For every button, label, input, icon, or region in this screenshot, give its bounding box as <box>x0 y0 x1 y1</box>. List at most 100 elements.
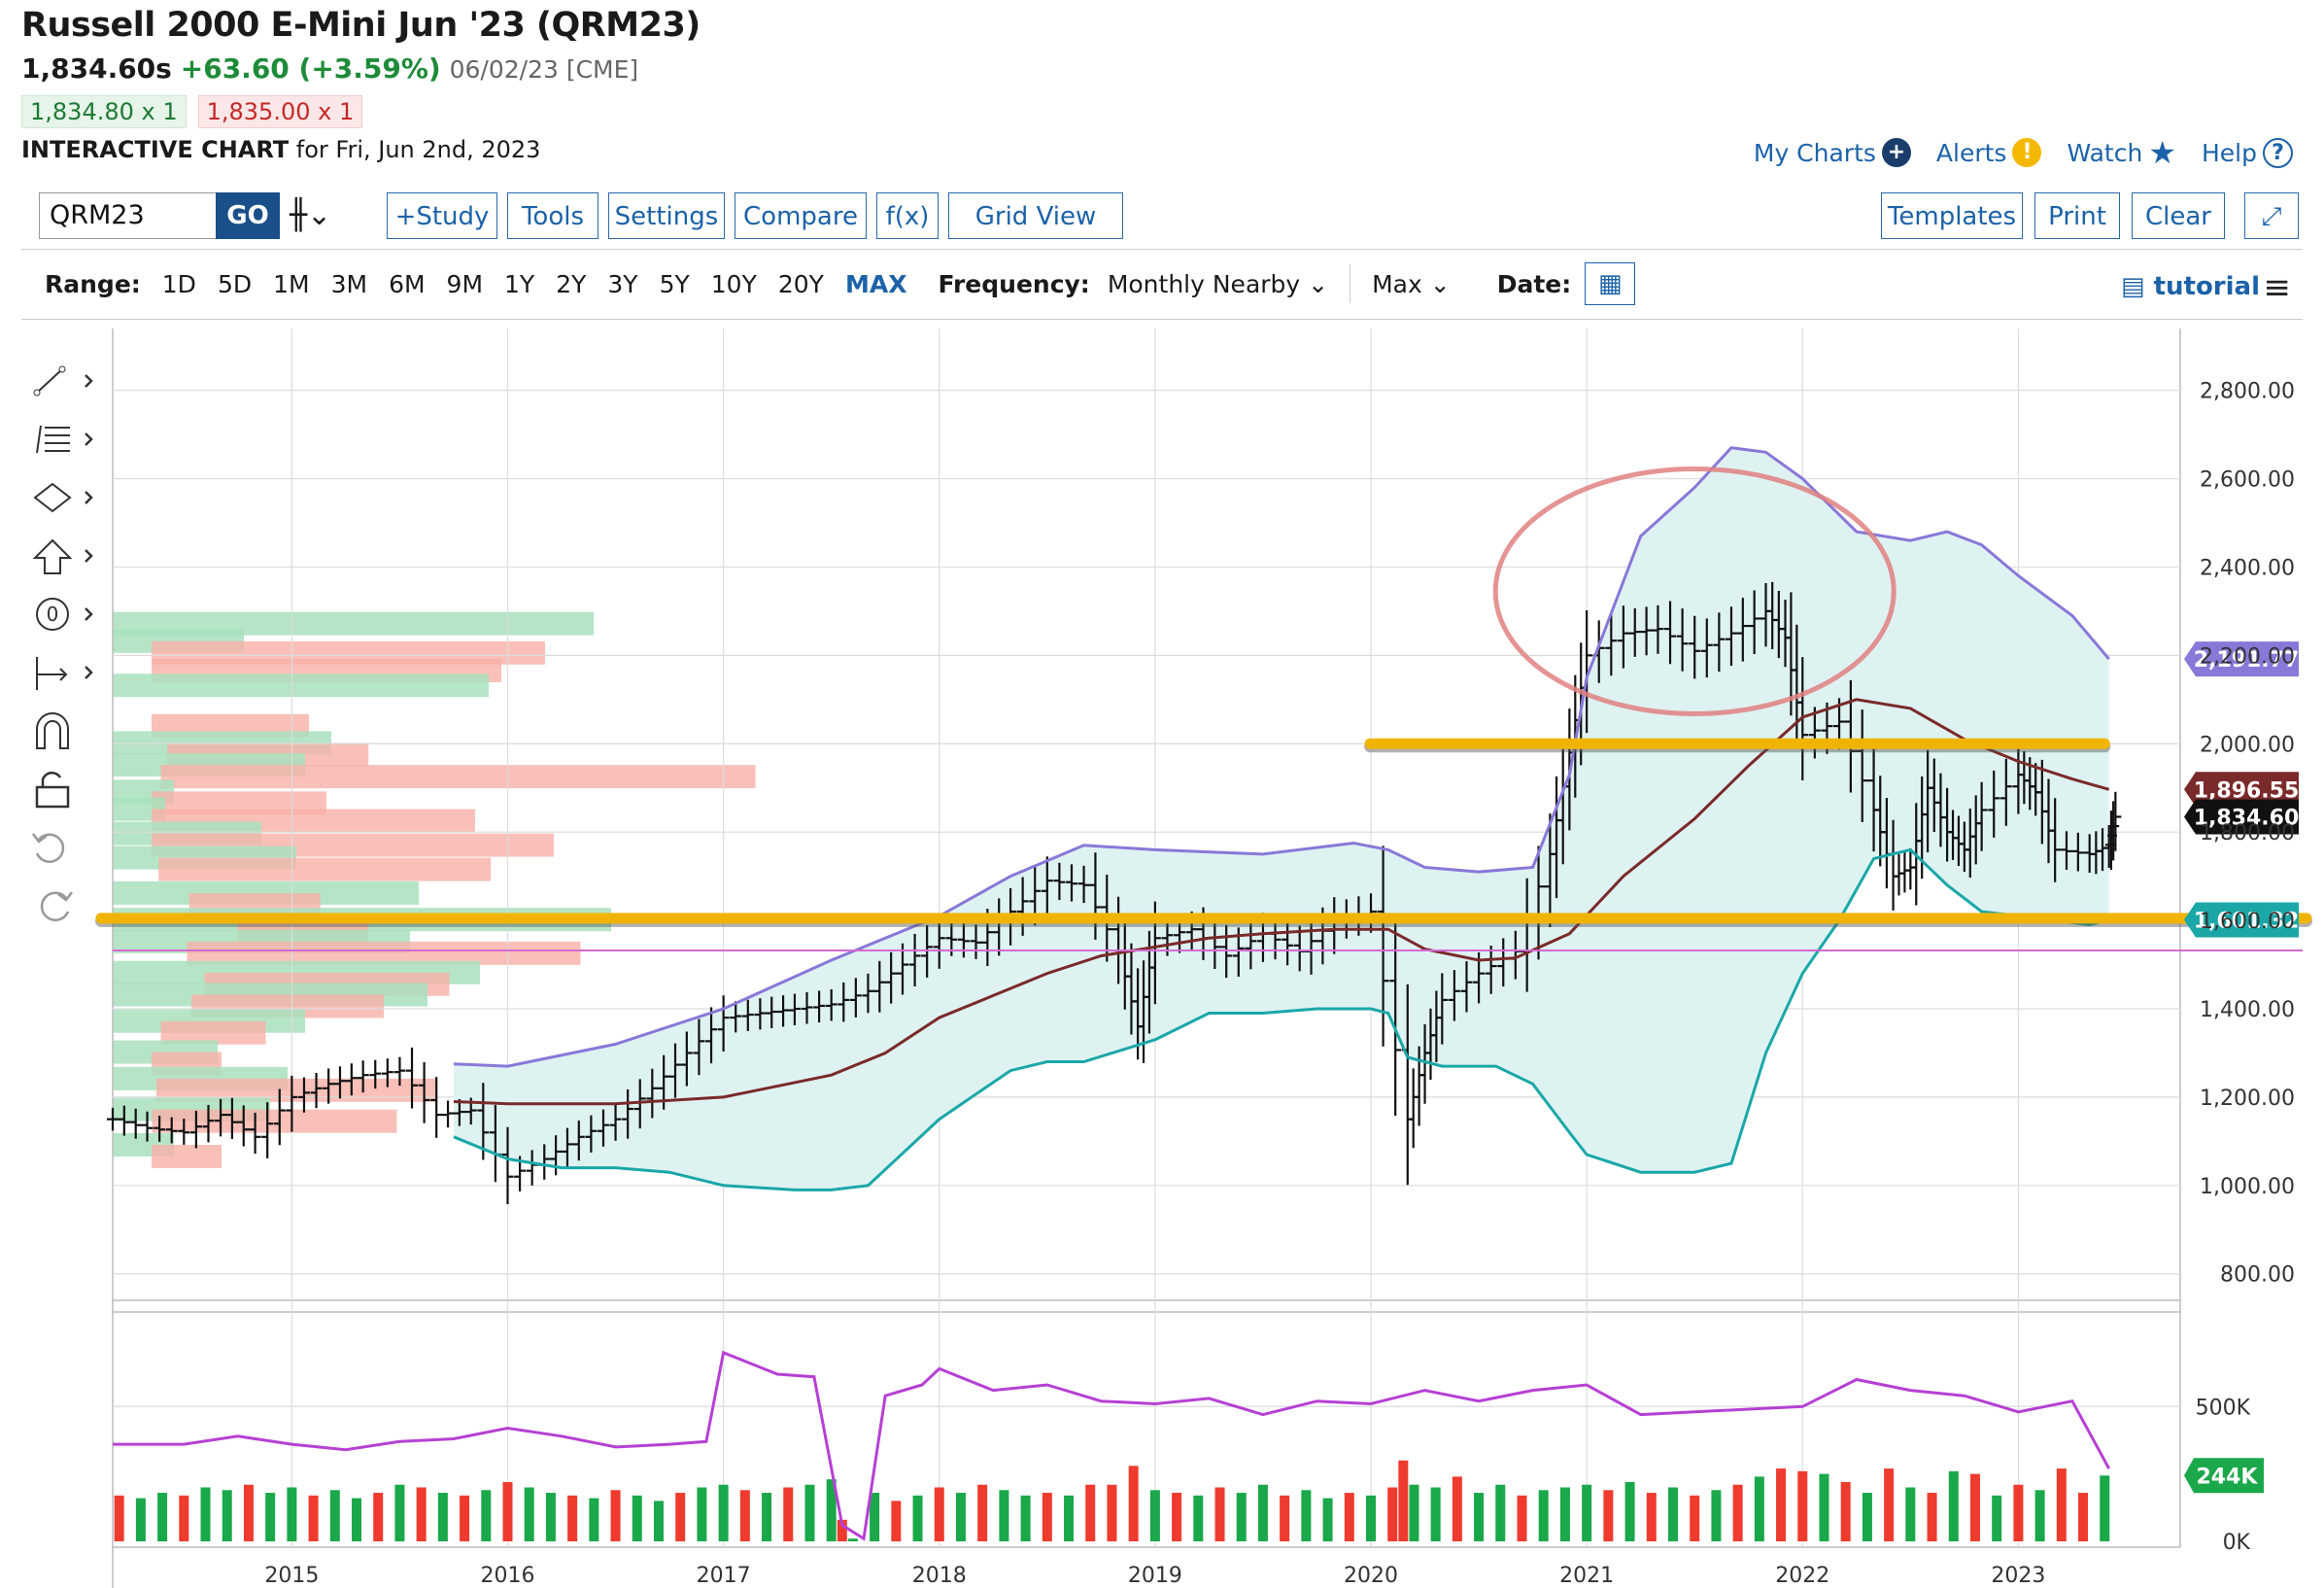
volume-bar <box>329 1490 340 1541</box>
volume-bar <box>1732 1484 1743 1541</box>
my-charts-link[interactable]: My Charts + <box>1754 134 1911 171</box>
menu-icon[interactable]: ≡ <box>2263 268 2292 307</box>
price-label-tag <box>2184 902 2299 938</box>
volume-bar <box>352 1498 362 1541</box>
volume-bar <box>2013 1484 2024 1541</box>
price-tick-label: 1,800.00 <box>2200 821 2295 846</box>
price-tick-label: 2,600.00 <box>2200 468 2295 493</box>
volume-label-tag <box>2184 1458 2264 1494</box>
volume-bar <box>1214 1487 1225 1541</box>
help-label: Help <box>2202 138 2257 167</box>
range-6m[interactable]: 6M <box>389 269 426 298</box>
line-tool-icon[interactable] <box>27 362 105 408</box>
volume-bar <box>697 1487 707 1541</box>
price-tick-label: 1,200.00 <box>2200 1087 2295 1111</box>
price-label-text: 1,601.32 <box>2194 909 2300 933</box>
volume-bar <box>912 1495 923 1541</box>
volume-bar <box>1667 1487 1678 1541</box>
templates-button[interactable]: Templates <box>1881 192 2023 239</box>
volume-bar <box>1128 1466 1139 1541</box>
range-1d[interactable]: 1D <box>161 269 196 298</box>
bar-type-icon[interactable]: ╫⌄ <box>290 198 332 232</box>
quote-line: 1,834.60s +63.60 (+3.59%) 06/02/23 [CME] <box>21 52 638 85</box>
study-button[interactable]: +Study <box>387 192 497 239</box>
range-1m[interactable]: 1M <box>273 269 310 298</box>
volume-bar <box>1149 1490 1160 1541</box>
lock-icon[interactable] <box>27 770 105 816</box>
print-button[interactable]: Print <box>2034 192 2120 239</box>
volume-bar <box>2056 1468 2067 1541</box>
go-button[interactable]: GO <box>216 192 280 239</box>
range-bar: Range: 1D 5D 1M 3M 6M 9M 1Y 2Y 3Y 5Y 10Y… <box>21 262 1636 305</box>
price-bars <box>107 581 2122 1204</box>
range-3y[interactable]: 3Y <box>607 269 638 298</box>
volume-bar <box>589 1498 599 1541</box>
expand-icon[interactable]: ⤢ <box>2244 192 2299 239</box>
film-icon: ▤ <box>2120 272 2145 301</box>
volume-bar <box>1582 1484 1592 1541</box>
compare-button[interactable]: Compare <box>735 192 867 239</box>
max-select[interactable]: Max ⌄ <box>1372 270 1451 298</box>
volume-bar <box>1840 1481 1851 1541</box>
volume-profile-up-bar <box>113 673 489 698</box>
range-1y[interactable]: 1Y <box>504 269 535 298</box>
upper-band-line <box>453 446 2110 1068</box>
volume-bar <box>1236 1493 1247 1541</box>
range-divider-bottom <box>21 319 2303 320</box>
range-20y[interactable]: 20Y <box>777 269 824 298</box>
volume-tick-label: 500K <box>2196 1396 2251 1420</box>
price-tick-label: 1,600.00 <box>2200 910 2295 934</box>
help-link[interactable]: Help? <box>2202 134 2293 171</box>
range-10y[interactable]: 10Y <box>710 269 757 298</box>
grid-view-button[interactable]: Grid View <box>948 192 1123 239</box>
undo-icon[interactable] <box>27 828 105 875</box>
ask-badge: 1,835.00 x 1 <box>197 95 363 128</box>
settings-button[interactable]: Settings <box>608 192 725 239</box>
date-label: Date: <box>1496 269 1572 298</box>
volume-bar <box>2034 1490 2045 1541</box>
tutorial-link[interactable]: ▤ tutorial <box>2121 272 2260 301</box>
shape-tool-icon[interactable] <box>27 478 105 525</box>
volume-bar <box>135 1498 146 1541</box>
frequency-select[interactable]: Monthly Nearby ⌄ <box>1108 270 1328 298</box>
year-tick-label: 2015 <box>264 1564 319 1588</box>
volume-bar <box>1366 1495 1377 1541</box>
fx-button[interactable]: f(x) <box>876 192 939 239</box>
range-max[interactable]: MAX <box>844 269 907 298</box>
plus-circle-icon: + <box>1881 138 1911 167</box>
top-links: My Charts + Alerts! Watch ★ Help? <box>1754 134 2293 171</box>
volume-bar <box>502 1481 513 1541</box>
range-5y[interactable]: 5Y <box>659 269 690 298</box>
watch-link[interactable]: Watch ★ <box>2067 134 2176 171</box>
clear-button[interactable]: Clear <box>2132 192 2225 239</box>
redo-icon[interactable] <box>27 886 105 933</box>
volume-average-line <box>113 1350 2111 1541</box>
calendar-icon[interactable]: ▦ <box>1585 262 1636 305</box>
annotation-tool-icon[interactable]: 0 <box>27 595 105 641</box>
fib-tool-icon[interactable] <box>27 420 105 466</box>
range-3m[interactable]: 3M <box>330 269 368 298</box>
alerts-link[interactable]: Alerts! <box>1936 134 2042 171</box>
range-5d[interactable]: 5D <box>217 269 253 298</box>
volume-bar <box>1257 1484 1268 1541</box>
price-label-text: 1,896.55 <box>2194 778 2300 803</box>
last-price: 1,834.60s <box>21 52 172 85</box>
volume-bar <box>1430 1487 1441 1541</box>
volume-bar <box>222 1490 232 1541</box>
measure-tool-icon[interactable] <box>27 653 105 700</box>
magnet-icon[interactable] <box>27 711 105 758</box>
symbol-input[interactable]: QRM23 <box>39 192 218 239</box>
arrow-tool-icon[interactable] <box>27 536 105 583</box>
star-icon: ★ <box>2148 134 2176 171</box>
tools-button[interactable]: Tools <box>507 192 598 239</box>
volume-bar <box>1322 1498 1333 1541</box>
volume-bar <box>481 1490 492 1541</box>
price-label-tag <box>2184 641 2299 677</box>
help-icon: ? <box>2263 137 2293 168</box>
range-2y[interactable]: 2Y <box>556 269 587 298</box>
range-9m[interactable]: 9M <box>446 269 484 298</box>
frequency-value: Monthly Nearby <box>1107 269 1301 298</box>
volume-bar <box>2078 1493 2089 1541</box>
volume-bar <box>1085 1484 1096 1541</box>
